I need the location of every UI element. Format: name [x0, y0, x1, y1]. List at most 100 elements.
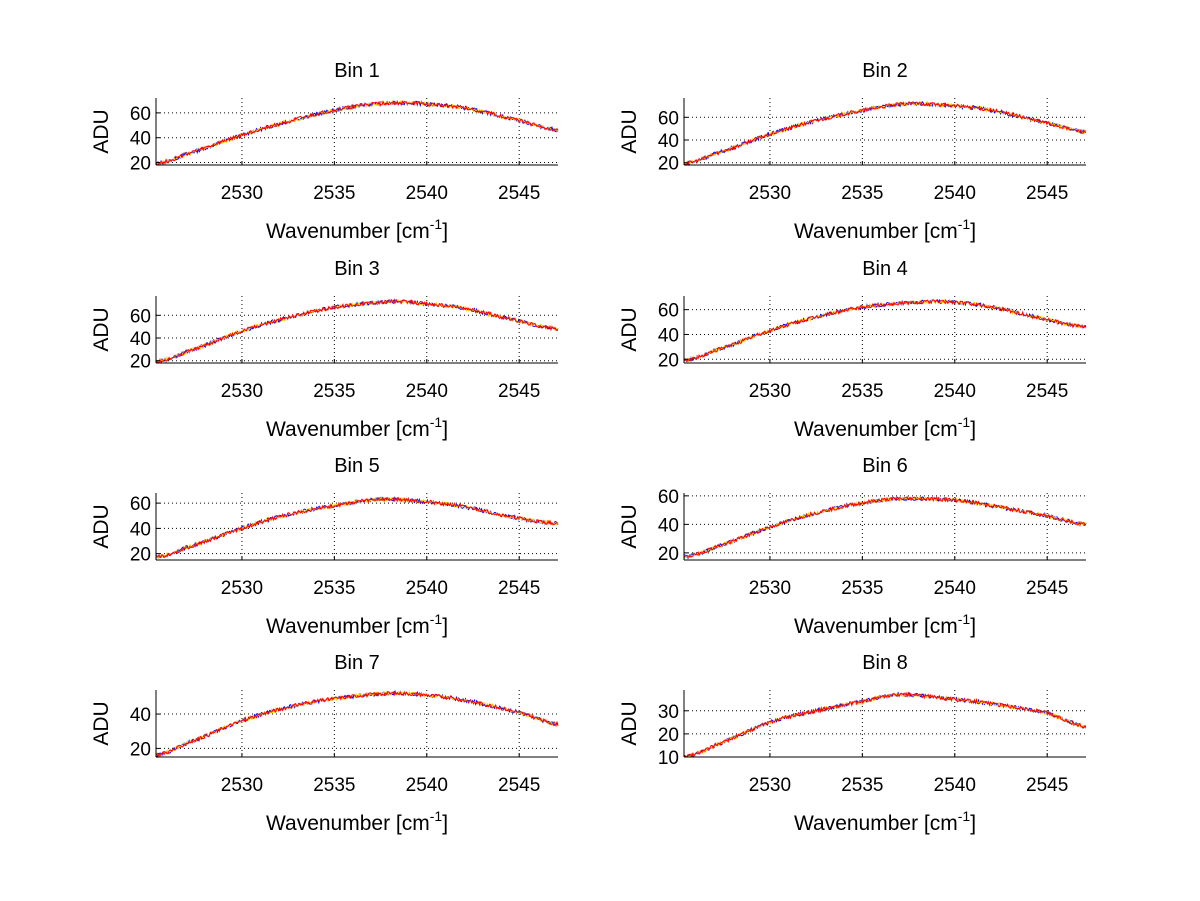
- data-series-line-3: [155, 689, 559, 759]
- subplot-title: Bin 2: [862, 60, 908, 82]
- x-tick-label: 2540: [934, 183, 976, 204]
- x-tick-label: 2540: [934, 578, 976, 599]
- x-tick-label: 2540: [406, 578, 448, 599]
- x-tick-label: 2535: [841, 775, 883, 796]
- data-series-line-3: [683, 691, 1087, 758]
- x-tick-label: 2545: [498, 183, 540, 204]
- y-tick-label: 60: [658, 301, 679, 322]
- data-series-line-2: [683, 100, 1087, 165]
- y-tick-label: 60: [130, 306, 151, 327]
- x-tick-label: 2530: [221, 775, 263, 796]
- data-series-line-1: [155, 100, 559, 166]
- x-tick-label: 2530: [749, 183, 791, 204]
- x-tick-label: 2535: [841, 578, 883, 599]
- y-axis-label: ADU: [618, 504, 641, 548]
- y-tick-label: 60: [658, 108, 679, 129]
- y-axis-label: ADU: [618, 109, 641, 153]
- y-tick-label: 20: [658, 544, 679, 565]
- x-tick-label: 2545: [498, 381, 540, 402]
- data-series-line-1: [683, 495, 1087, 560]
- y-tick-label: 30: [658, 702, 679, 723]
- x-axis-label: Wavenumber [cm-1]: [266, 216, 448, 243]
- x-tick-label: 2540: [406, 381, 448, 402]
- y-axis-label: ADU: [90, 504, 113, 548]
- y-axis-label: ADU: [90, 109, 113, 153]
- subplot-title: Bin 6: [862, 455, 908, 477]
- subplot-title: Bin 5: [334, 455, 380, 477]
- data-series-line-2: [155, 99, 559, 166]
- y-tick-label: 20: [130, 545, 151, 566]
- data-series-line-2: [684, 692, 1087, 758]
- x-tick-label: 2540: [406, 183, 448, 204]
- y-axis-label: ADU: [618, 701, 641, 745]
- y-axis-label: ADU: [90, 307, 113, 351]
- y-tick-label: 40: [130, 329, 151, 350]
- x-tick-label: 2540: [934, 775, 976, 796]
- x-tick-label: 2530: [221, 578, 263, 599]
- data-series-line-3: [155, 496, 559, 558]
- subplot-title: Bin 8: [862, 652, 908, 674]
- x-axis-label: Wavenumber [cm-1]: [266, 414, 448, 441]
- subplot-title: Bin 7: [334, 652, 380, 674]
- y-tick-label: 60: [130, 104, 151, 125]
- x-tick-label: 2530: [221, 381, 263, 402]
- data-series-line-2: [155, 298, 559, 363]
- y-tick-label: 40: [130, 705, 151, 726]
- x-axis-label: Wavenumber [cm-1]: [794, 414, 976, 441]
- y-tick-label: 40: [130, 519, 151, 540]
- data-series-line-2: [155, 690, 559, 757]
- x-tick-label: 2535: [841, 381, 883, 402]
- data-series-line-1: [683, 298, 1087, 363]
- x-axis-label: Wavenumber [cm-1]: [266, 611, 448, 638]
- data-series-line-2: [683, 299, 1087, 363]
- x-tick-label: 2535: [313, 775, 355, 796]
- y-tick-label: 20: [658, 350, 679, 371]
- x-axis-label: Wavenumber [cm-1]: [794, 808, 976, 835]
- y-tick-label: 10: [658, 748, 679, 769]
- x-tick-label: 2530: [749, 775, 791, 796]
- y-tick-label: 20: [658, 154, 679, 175]
- subplot-5: Bin 5 2530 2535 2540 2545 20 40 60 Wavenumber [c…: [90, 455, 559, 638]
- data-series-line-3: [683, 299, 1087, 363]
- x-axis-label: Wavenumber [cm-1]: [794, 216, 976, 243]
- x-tick-label: 2535: [313, 578, 355, 599]
- data-series-line-1: [155, 690, 559, 759]
- y-tick-label: 20: [130, 352, 151, 373]
- y-tick-label: 20: [130, 154, 151, 175]
- x-tick-label: 2545: [498, 775, 540, 796]
- y-tick-label: 20: [130, 739, 151, 760]
- x-tick-label: 2530: [749, 578, 791, 599]
- y-tick-label: 60: [658, 487, 679, 508]
- data-series-line-3: [155, 99, 559, 166]
- subplot-6: Bin 6 2530 2535 2540 2545 20 40 60 Wavenumber [c…: [618, 455, 1087, 638]
- data-series-line-3: [683, 496, 1087, 558]
- x-axis-label: Wavenumber [cm-1]: [794, 611, 976, 638]
- x-tick-label: 2540: [934, 381, 976, 402]
- data-series-line-1: [155, 298, 559, 364]
- y-axis-label: ADU: [618, 307, 641, 351]
- subplot-title: Bin 4: [862, 258, 908, 280]
- x-tick-label: 2535: [841, 183, 883, 204]
- y-tick-label: 40: [658, 325, 679, 346]
- x-tick-label: 2545: [1026, 381, 1068, 402]
- y-tick-label: 40: [130, 129, 151, 150]
- x-tick-label: 2545: [1026, 775, 1068, 796]
- y-tick-label: 20: [658, 725, 679, 746]
- x-tick-label: 2540: [406, 775, 448, 796]
- data-series-line-1: [683, 691, 1087, 758]
- subplot-title: Bin 3: [334, 258, 380, 280]
- x-tick-label: 2545: [1026, 578, 1068, 599]
- x-tick-label: 2530: [221, 183, 263, 204]
- x-tick-label: 2545: [498, 578, 540, 599]
- x-tick-label: 2535: [313, 183, 355, 204]
- subplot-title: Bin 1: [334, 60, 380, 82]
- x-tick-label: 2530: [749, 381, 791, 402]
- x-tick-label: 2535: [313, 381, 355, 402]
- y-axis-label: ADU: [90, 701, 113, 745]
- subplot-4: Bin 4 2530 2535 2540 2545 20 40 60 Wavenumber [c…: [618, 258, 1087, 441]
- x-tick-label: 2545: [1026, 183, 1068, 204]
